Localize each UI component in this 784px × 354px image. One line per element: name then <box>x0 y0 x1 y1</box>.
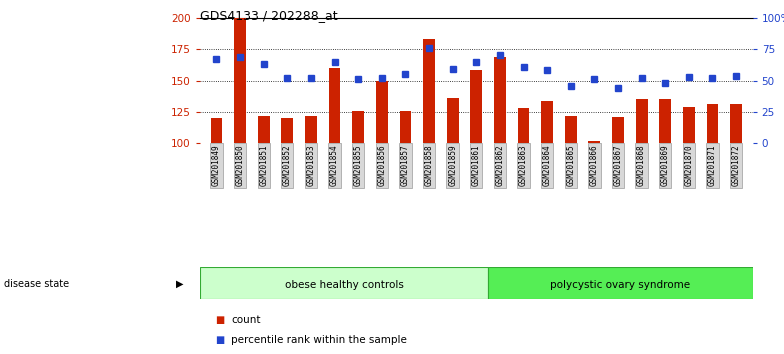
Bar <box>200 267 488 299</box>
Bar <box>234 18 246 143</box>
Bar <box>328 68 340 143</box>
Bar <box>730 104 742 143</box>
Text: polycystic ovary syndrome: polycystic ovary syndrome <box>550 280 691 290</box>
Bar <box>564 116 577 143</box>
Text: ▶: ▶ <box>176 279 184 289</box>
Bar <box>400 111 412 143</box>
Bar <box>494 57 506 143</box>
Bar <box>706 104 718 143</box>
Bar <box>305 116 317 143</box>
Bar <box>541 101 553 143</box>
Text: ■: ■ <box>216 335 225 345</box>
Text: count: count <box>231 315 261 325</box>
Bar <box>612 117 624 143</box>
Text: ■: ■ <box>216 315 225 325</box>
Text: percentile rank within the sample: percentile rank within the sample <box>231 335 407 345</box>
Bar <box>683 107 695 143</box>
Bar <box>211 118 223 143</box>
Text: disease state: disease state <box>4 279 69 289</box>
Bar <box>636 99 648 143</box>
Bar <box>517 108 529 143</box>
Bar <box>447 98 459 143</box>
Bar <box>258 116 270 143</box>
Bar <box>376 80 388 143</box>
Bar <box>589 141 601 143</box>
Text: GDS4133 / 202288_at: GDS4133 / 202288_at <box>200 9 338 22</box>
Bar <box>659 99 671 143</box>
Text: obese healthy controls: obese healthy controls <box>285 280 404 290</box>
Bar <box>352 111 364 143</box>
Bar <box>423 39 435 143</box>
Bar <box>488 267 753 299</box>
Bar <box>281 118 293 143</box>
Bar <box>470 70 482 143</box>
